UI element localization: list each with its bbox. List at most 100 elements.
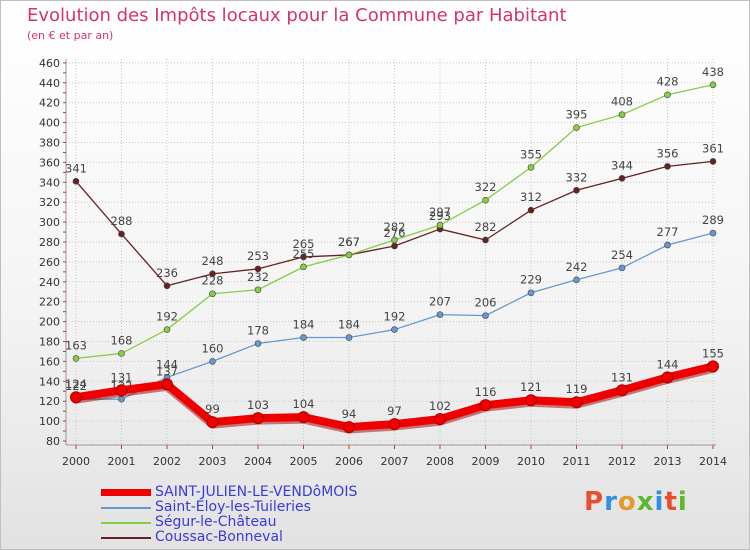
data-label: 144 xyxy=(156,357,178,371)
data-point xyxy=(573,276,580,284)
data-point xyxy=(709,81,717,89)
y-tick-label: 100 xyxy=(39,415,60,428)
data-point xyxy=(388,418,401,431)
data-point xyxy=(297,411,310,424)
data-label: 121 xyxy=(520,380,542,394)
y-tick-label: 260 xyxy=(39,256,60,269)
data-label: 265 xyxy=(293,237,315,251)
data-label: 322 xyxy=(475,180,497,194)
y-tick-label: 360 xyxy=(39,156,60,169)
x-tick-label: 2013 xyxy=(654,455,682,468)
data-label: 253 xyxy=(247,249,269,263)
y-tick-label: 160 xyxy=(39,355,60,368)
x-tick-label: 2011 xyxy=(563,455,591,468)
legend-label: SAINT-JULIEN-LE-VENDôMOIS xyxy=(155,484,358,500)
data-label: 282 xyxy=(475,220,497,234)
data-label: 361 xyxy=(702,141,724,155)
data-label: 289 xyxy=(702,213,724,227)
y-tick-label: 140 xyxy=(39,375,60,388)
data-label: 277 xyxy=(657,225,679,239)
data-label: 137 xyxy=(156,364,178,378)
data-point xyxy=(161,378,173,391)
chart-title: Evolution des Impôts locaux pour la Comm… xyxy=(27,5,567,26)
data-label: 242 xyxy=(566,260,588,274)
data-label: 131 xyxy=(611,370,633,384)
data-point xyxy=(254,286,262,294)
data-label: 408 xyxy=(611,95,633,109)
x-tick-label: 2000 xyxy=(62,455,90,468)
y-tick-label: 180 xyxy=(39,336,60,349)
data-label: 116 xyxy=(475,385,497,399)
data-point xyxy=(616,384,628,397)
data-point xyxy=(570,396,583,409)
logo-letter: o xyxy=(617,487,637,517)
data-point xyxy=(709,158,717,165)
data-label: 144 xyxy=(657,357,679,371)
data-point xyxy=(72,355,80,362)
data-label: 207 xyxy=(429,295,451,309)
y-tick-label: 380 xyxy=(39,137,60,150)
logo-letter: i xyxy=(677,487,688,517)
data-point xyxy=(391,236,398,244)
data-point xyxy=(525,394,537,407)
data-label: 438 xyxy=(702,65,724,79)
data-point xyxy=(573,124,580,131)
data-point xyxy=(527,289,535,297)
data-point xyxy=(300,263,307,271)
data-label: 122 xyxy=(65,379,87,393)
data-label: 254 xyxy=(611,248,633,262)
data-point xyxy=(209,290,216,298)
data-label: 395 xyxy=(566,108,588,122)
data-label: 267 xyxy=(338,235,360,249)
data-label: 276 xyxy=(384,226,406,240)
data-label: 229 xyxy=(520,273,542,287)
y-tick-label: 80 xyxy=(46,435,60,448)
data-label: 344 xyxy=(611,158,633,172)
data-label: 255 xyxy=(293,247,315,261)
y-tick-label: 120 xyxy=(39,395,60,408)
data-label: 160 xyxy=(202,341,224,355)
data-point xyxy=(343,421,355,434)
data-label: 355 xyxy=(520,147,542,161)
data-label: 206 xyxy=(475,296,497,310)
data-point xyxy=(70,391,82,404)
data-label: 282 xyxy=(384,220,406,234)
data-point xyxy=(482,236,489,244)
data-point xyxy=(573,186,580,194)
data-point xyxy=(664,241,671,249)
x-tick-label: 2005 xyxy=(290,455,318,468)
x-tick-label: 2014 xyxy=(699,455,727,468)
logo-letter: r xyxy=(604,487,618,517)
x-tick-label: 2009 xyxy=(472,455,500,468)
data-label: 163 xyxy=(65,338,87,352)
data-label: 341 xyxy=(65,161,87,175)
y-tick-label: 340 xyxy=(39,176,60,189)
y-tick-label: 300 xyxy=(39,216,60,229)
logo-letter: x xyxy=(636,487,655,517)
data-label: 131 xyxy=(111,370,133,384)
legend-swatch xyxy=(101,537,151,539)
data-point xyxy=(115,384,128,397)
data-label: 184 xyxy=(293,318,315,332)
data-label: 155 xyxy=(702,346,724,360)
x-tick-label: 2002 xyxy=(153,455,181,468)
y-tick-label: 420 xyxy=(39,97,60,110)
data-point xyxy=(118,350,125,357)
logo-letter: t xyxy=(664,487,678,517)
data-label: 104 xyxy=(293,397,315,411)
y-tick-label: 280 xyxy=(39,236,60,249)
data-point xyxy=(434,413,446,426)
data-label: 97 xyxy=(387,404,402,418)
data-label: 99 xyxy=(205,402,220,416)
data-label: 288 xyxy=(111,214,133,228)
x-tick-label: 2010 xyxy=(517,455,545,468)
data-point xyxy=(527,164,535,171)
data-label: 232 xyxy=(247,270,269,284)
x-tick-label: 2008 xyxy=(426,455,454,468)
data-point xyxy=(707,360,719,373)
data-point xyxy=(527,206,535,214)
data-point xyxy=(345,251,353,259)
data-point xyxy=(209,358,216,365)
x-tick-label: 2006 xyxy=(335,455,363,468)
y-tick-label: 440 xyxy=(39,77,60,90)
